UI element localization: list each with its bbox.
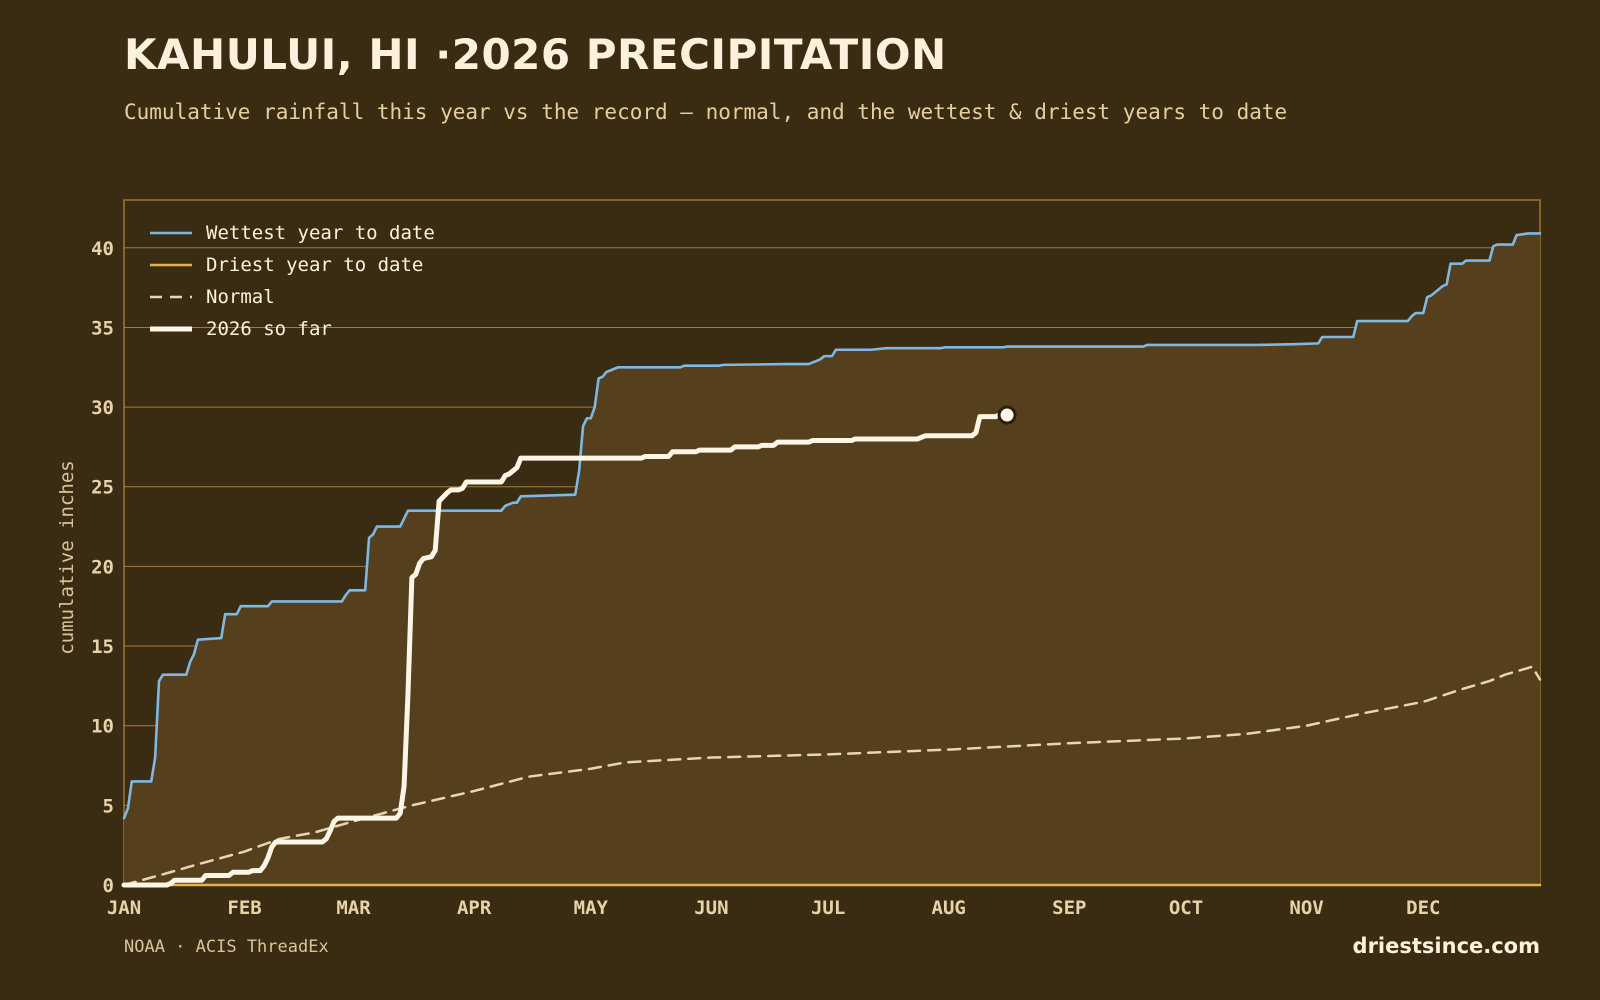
x-tick-label: DEC: [1406, 897, 1440, 919]
x-tick-label: JAN: [107, 897, 141, 919]
x-axis-ticks: JAN FEB MAR APR MAY JUN JUL AUG SEP OCT NOV DEC: [107, 897, 1441, 919]
legend: Wettest year to date Driest year to date N…: [150, 222, 435, 340]
series-layer: [121, 232, 1542, 888]
x-tick-label: APR: [457, 897, 492, 919]
brand-link[interactable]: driestsince.com: [1352, 934, 1540, 958]
chart-subtitle: Cumulative rainfall this year vs the rec…: [124, 100, 1288, 124]
y-tick-label: 20: [91, 556, 114, 578]
x-tick-label: AUG: [932, 897, 966, 919]
x-tick-label: NOV: [1289, 897, 1323, 919]
data-source: NOAA · ACIS ThreadEx: [124, 937, 329, 957]
y-tick-label: 40: [91, 238, 114, 260]
series-line-normal: [122, 665, 1542, 887]
x-tick-label: MAR: [336, 897, 371, 919]
x-tick-label: MAY: [574, 897, 609, 919]
y-tick-label: 30: [91, 397, 114, 419]
chart-title: KAHULUI, HI ·2026 PRECIPITATION: [124, 30, 947, 79]
y-axis-label: cumulative inches: [56, 460, 78, 654]
legend-label: Driest year to date: [206, 254, 423, 276]
series-line-wettest-year-to-date: [122, 232, 1542, 820]
y-tick-label: 10: [91, 716, 114, 738]
series-line-2026-so-far: [121, 412, 1010, 888]
x-tick-label: JUN: [694, 897, 728, 919]
y-tick-label: 5: [103, 795, 114, 817]
y-tick-label: 35: [91, 317, 114, 339]
y-axis-ticks: 0 5 10 15 20 25 30 35 40: [91, 238, 114, 897]
current-value-marker: [997, 405, 1017, 425]
y-tick-label: 0: [103, 875, 114, 897]
x-tick-label: SEP: [1052, 897, 1086, 919]
legend-label: Normal: [206, 286, 275, 308]
legend-label: Wettest year to date: [206, 222, 435, 244]
y-tick-label: 25: [91, 477, 114, 499]
legend-label: 2026 so far: [206, 318, 332, 340]
y-tick-label: 15: [91, 636, 114, 658]
record-range-band: [124, 233, 1540, 885]
x-tick-label: FEB: [227, 897, 261, 919]
x-tick-label: OCT: [1169, 897, 1203, 919]
x-tick-label: JUL: [811, 897, 845, 919]
